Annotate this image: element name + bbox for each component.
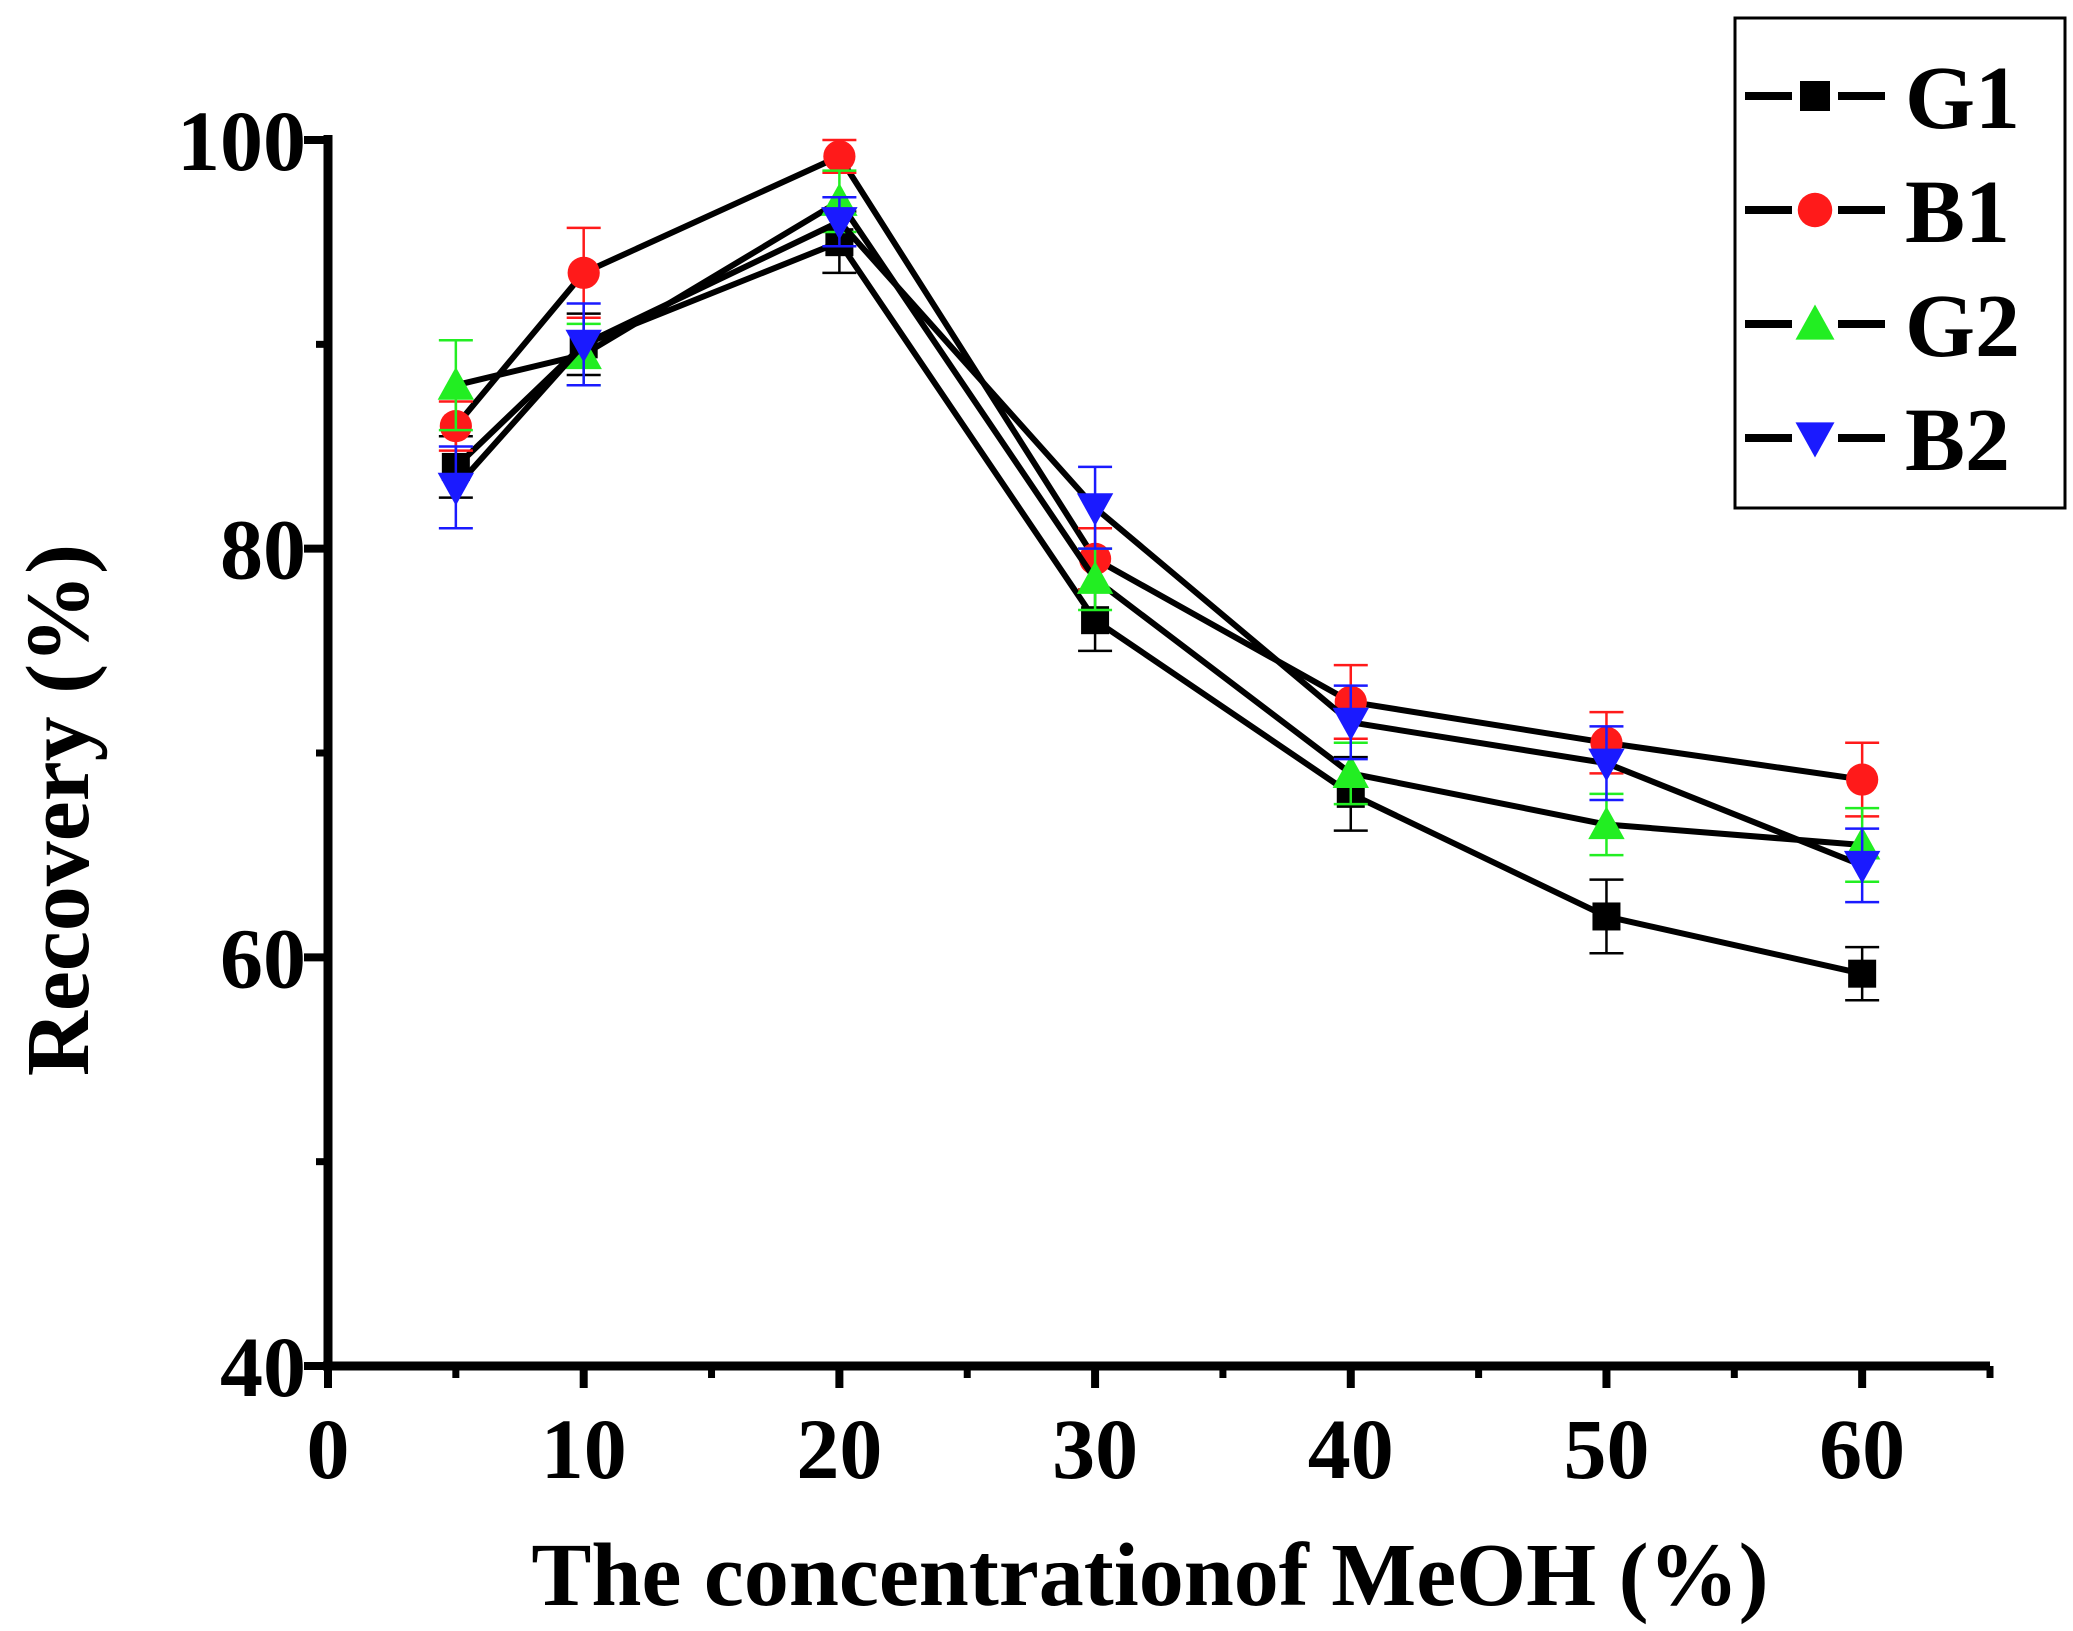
series-line-b2 (453, 218, 1864, 869)
x-tick-label: 20 (796, 1401, 882, 1497)
data-point-b2 (821, 207, 858, 240)
x-axis-title: The concentrationof MeOH (%) (531, 1526, 1768, 1625)
data-point-g1 (1592, 902, 1621, 931)
series-layer (437, 138, 1881, 1002)
x-tick-label: 50 (1563, 1401, 1649, 1497)
data-point-b1 (1846, 763, 1879, 796)
data-point-b2 (565, 329, 602, 363)
data-point-g2 (1076, 561, 1114, 594)
series-g2 (437, 169, 1881, 883)
axes: 0 10 20 30 40 50 60 40 60 80 100 (177, 93, 1994, 1497)
y-tick-label: 80 (220, 502, 306, 598)
series-line-b1 (453, 153, 1863, 783)
series-b2 (437, 195, 1881, 904)
data-point-g2 (1588, 806, 1625, 840)
legend: G1 B1 G2 B2 (1733, 16, 2067, 510)
legend-marker-b1 (1797, 192, 1833, 228)
data-point-b2 (1332, 707, 1369, 741)
series-g1 (438, 210, 1880, 1002)
legend-marker-g1 (1800, 81, 1830, 111)
data-point-b1 (567, 256, 600, 289)
x-tick-label: 0 (307, 1401, 350, 1497)
legend-marker-g2 (1795, 304, 1835, 340)
data-point-g2 (437, 367, 475, 400)
legend-label-g1: G1 (1905, 49, 2020, 148)
data-point-b1 (823, 140, 856, 173)
x-tick-label: 40 (1308, 1401, 1394, 1497)
x-tick-label: 10 (541, 1401, 627, 1497)
y-tick-label: 60 (220, 910, 306, 1006)
series-line-g1 (453, 239, 1863, 977)
y-axis-title: Recovery (%) (9, 544, 108, 1076)
legend-label-b2: B2 (1905, 391, 2010, 490)
legend-label-b1: B1 (1905, 163, 2010, 262)
data-point-b2 (1076, 493, 1114, 526)
legend-marker-b2 (1795, 422, 1835, 458)
data-point-b2 (1588, 748, 1625, 782)
y-tick-label: 100 (177, 93, 306, 189)
series-b1 (438, 138, 1880, 818)
y-tick-label: 40 (220, 1319, 306, 1415)
data-point-b2 (437, 472, 475, 506)
data-point-b2 (1843, 850, 1881, 884)
legend-label-g2: G2 (1905, 277, 2020, 376)
x-tick-label: 60 (1819, 1401, 1905, 1497)
data-point-g1 (1848, 959, 1877, 988)
data-point-g2 (1332, 755, 1369, 788)
x-tick-label: 30 (1052, 1401, 1138, 1497)
